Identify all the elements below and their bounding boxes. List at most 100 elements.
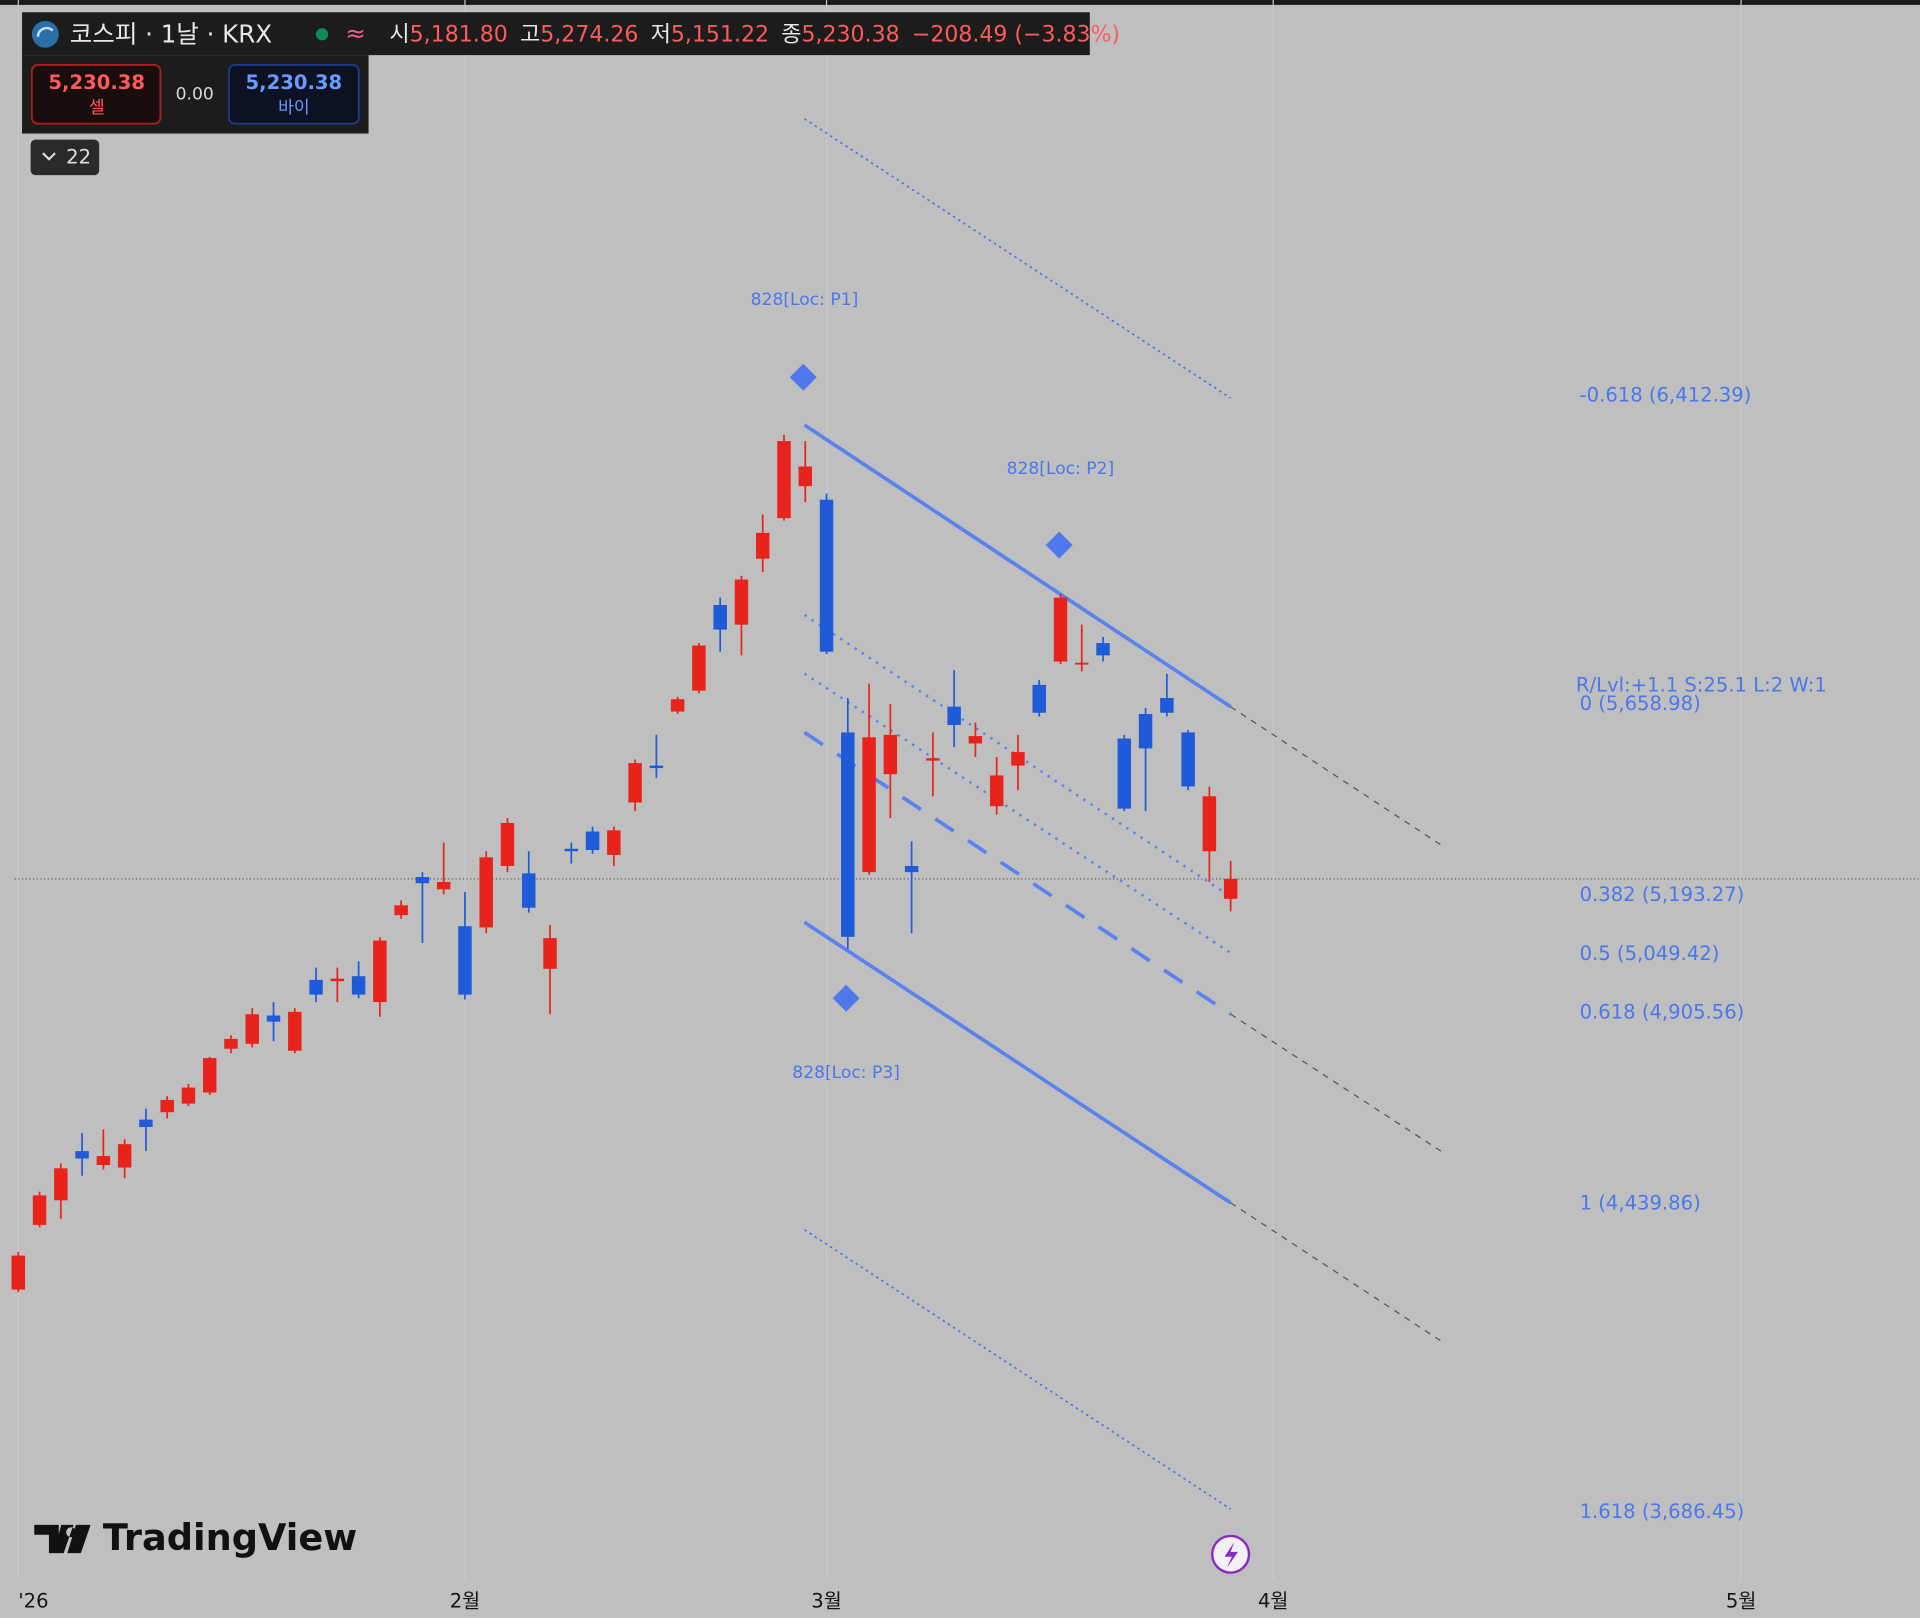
candle-body xyxy=(373,940,387,1003)
candle-body xyxy=(1223,878,1238,899)
fib-label: 1.618 (3,686.45) xyxy=(1580,1500,1745,1523)
candle-body xyxy=(458,926,472,995)
event-icon-bolt xyxy=(1224,1542,1238,1568)
annotation: 828[Loc: P1] xyxy=(751,290,859,310)
candles xyxy=(11,434,1238,1293)
candle-body xyxy=(1138,713,1153,749)
candle-body xyxy=(904,865,919,873)
logo-mark xyxy=(34,1524,76,1554)
pivot-marker xyxy=(832,984,860,1012)
candle-body xyxy=(734,579,749,625)
channel-bottom xyxy=(803,920,1232,1205)
sell-button[interactable] xyxy=(30,63,162,125)
fib-label: -0.618 (6,412.39) xyxy=(1580,383,1752,406)
candle-body xyxy=(309,979,323,995)
ohlc: 시5,181.80 고5,274.26 저5,151.22 종5,230.38 −208… xyxy=(389,23,1120,48)
candle-body xyxy=(394,905,408,916)
ohlc-value: 5,181.80 xyxy=(410,23,508,48)
ohlc-value: 5,151.22 xyxy=(671,23,769,48)
candle-body xyxy=(1053,597,1068,662)
ohlc-key: 종 xyxy=(781,23,801,48)
indicator-toggle[interactable] xyxy=(30,139,100,176)
candle-body xyxy=(862,737,876,873)
fib-note: R/Lvl:+1.1 S:25.1 L:2 W:1 xyxy=(1576,674,1827,697)
candle-body xyxy=(607,830,621,855)
candle-body xyxy=(330,978,345,982)
drawings xyxy=(789,118,1442,1510)
x-tick-label: 3월 xyxy=(811,1590,841,1613)
candle-body xyxy=(989,775,1004,807)
channel-extension xyxy=(1230,706,1442,846)
candle-body xyxy=(1096,643,1110,656)
candle-body xyxy=(628,763,642,803)
candle-body xyxy=(649,765,664,769)
ohlc-key: 저 xyxy=(651,23,671,48)
candle-body xyxy=(564,848,579,852)
candle-body xyxy=(543,938,557,969)
fib-label: 0.382 (5,193.27) xyxy=(1580,883,1745,906)
candle-body xyxy=(479,857,493,928)
pivot-marker xyxy=(789,363,817,391)
channel-top xyxy=(803,423,1232,709)
top-border xyxy=(0,0,1920,5)
candle-body xyxy=(1011,752,1025,766)
candle-body xyxy=(288,1011,302,1051)
candle-body xyxy=(585,831,600,850)
candle-body xyxy=(160,1099,174,1113)
candle-body xyxy=(968,736,983,744)
fib-label: 0.5 (5,049.42) xyxy=(1580,942,1720,965)
header-bar xyxy=(22,12,1090,56)
candle-body xyxy=(1032,684,1046,713)
ohlc-value: 5,230.38 xyxy=(802,23,900,48)
buy-price: 5,230.38 xyxy=(246,71,343,94)
candle-body xyxy=(139,1119,153,1127)
candle-body xyxy=(32,1195,47,1225)
candle-body xyxy=(117,1144,132,1168)
channel-outer-bottom xyxy=(804,1229,1232,1510)
candle-body xyxy=(1075,662,1089,665)
x-tick-label: 2월 xyxy=(450,1590,480,1613)
x-tick-label: '26 xyxy=(18,1590,48,1613)
candle-body xyxy=(713,604,727,630)
candle-body xyxy=(181,1087,196,1104)
candle-body xyxy=(883,734,898,775)
candle-body xyxy=(1160,697,1174,713)
x-tick-label: 5월 xyxy=(1726,1590,1756,1613)
candle-body xyxy=(75,1151,89,1159)
candle-body xyxy=(819,499,834,652)
buy-label: 바이 xyxy=(278,98,310,118)
candle-body xyxy=(96,1156,111,1166)
candle-body xyxy=(500,822,515,866)
fib-label: 0.618 (4,905.56) xyxy=(1580,1001,1745,1024)
candle-body xyxy=(415,877,430,884)
candle-body xyxy=(202,1058,217,1093)
candle-body xyxy=(266,1015,281,1022)
ohlc-key: 시 xyxy=(389,23,409,48)
candle-body xyxy=(436,881,451,890)
annotation: 828[Loc: P2] xyxy=(1007,459,1115,479)
candle-body xyxy=(351,976,366,995)
candle-body xyxy=(670,699,685,712)
channel-outer-top xyxy=(804,118,1232,399)
spread: 0.00 xyxy=(176,84,214,104)
logo-mark xyxy=(67,1524,91,1554)
symbol: 코스피 · 1날 · KRX xyxy=(70,20,272,49)
channel-extension xyxy=(1230,1202,1442,1342)
buy-button[interactable] xyxy=(228,63,360,125)
ohlc-value: 5,274.26 xyxy=(540,23,638,48)
candle-body xyxy=(841,732,855,937)
candle-body xyxy=(245,1014,259,1044)
indicator-count: 22 xyxy=(66,146,91,169)
logo: TradingView xyxy=(103,1516,357,1559)
annotation: 828[Loc: P3] xyxy=(792,1063,900,1083)
symbol-icon-mark xyxy=(36,26,54,37)
candle-body xyxy=(54,1168,68,1201)
x-tick-label: 4월 xyxy=(1258,1590,1288,1613)
labels: '26 2월 3월 4월 5월 -0.618 (6,412.39) 0 (5,658.98)… xyxy=(18,290,1826,1612)
sell-label: 셀 xyxy=(89,98,105,118)
candle-body xyxy=(224,1038,238,1049)
candle-body xyxy=(522,873,536,908)
